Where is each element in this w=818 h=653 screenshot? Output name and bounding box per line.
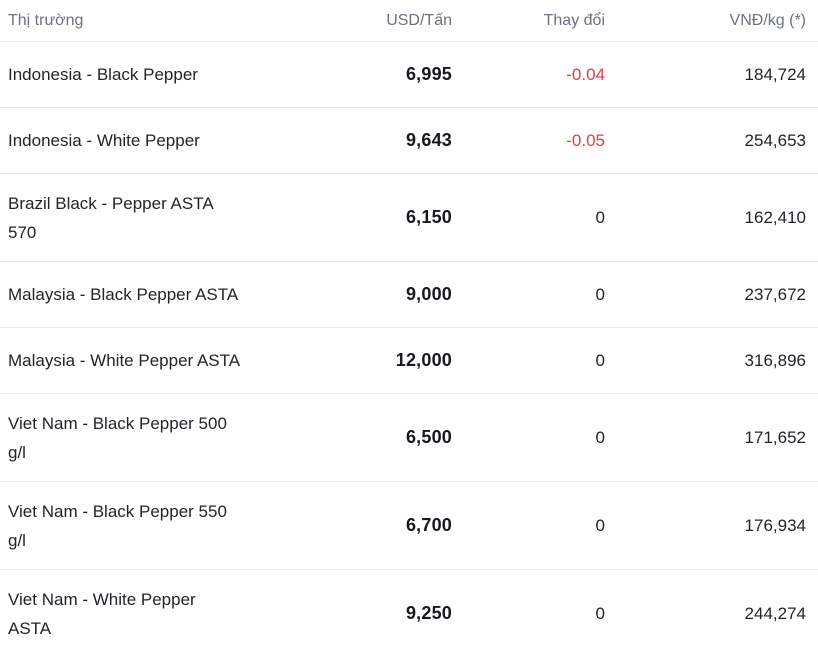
- column-header-usd-per-ton: USD/Tấn: [386, 11, 452, 29]
- table-header-row: Thị trường USD/Tấn Thay đổi VNĐ/kg (*): [0, 0, 818, 42]
- table-row: Viet Nam - Black Pepper 500 g/l 6,500 0 …: [0, 394, 818, 482]
- market-name: Malaysia - Black Pepper ASTA: [8, 285, 239, 304]
- table-row: Viet Nam - White Pepper ASTA 9,250 0 244…: [0, 570, 818, 653]
- price-change: 0: [595, 207, 605, 227]
- column-header-change: Thay đổi: [543, 11, 605, 29]
- usd-price: 9,250: [405, 603, 452, 623]
- usd-price: 9,643: [405, 130, 452, 150]
- column-header-market: Thị trường: [8, 11, 84, 29]
- usd-price: 6,500: [405, 427, 452, 447]
- market-name: Viet Nam - Black Pepper 550 g/l: [8, 501, 227, 550]
- price-change: 0: [595, 427, 605, 447]
- usd-price: 6,150: [405, 207, 452, 227]
- usd-price: 6,700: [405, 515, 452, 535]
- market-name: Indonesia - White Pepper: [8, 131, 200, 150]
- table-row: Brazil Black - Pepper ASTA 570 6,150 0 1…: [0, 174, 818, 262]
- table-row: Indonesia - White Pepper 9,643 -0.05 254…: [0, 108, 818, 174]
- usd-price: 6,995: [405, 64, 452, 84]
- vnd-price: 171,652: [744, 427, 806, 447]
- usd-price: 9,000: [405, 284, 452, 304]
- price-change: 0: [595, 350, 605, 370]
- market-name: Malaysia - White Pepper ASTA: [8, 351, 241, 370]
- vnd-price: 237,672: [744, 284, 806, 304]
- vnd-price: 316,896: [744, 350, 806, 370]
- market-name: Brazil Black - Pepper ASTA 570: [8, 193, 214, 242]
- table-row: Malaysia - White Pepper ASTA 12,000 0 31…: [0, 328, 818, 394]
- table-row: Indonesia - Black Pepper 6,995 -0.04 184…: [0, 42, 818, 108]
- vnd-price: 254,653: [744, 130, 806, 150]
- price-change: -0.04: [566, 64, 605, 84]
- table-row: Viet Nam - Black Pepper 550 g/l 6,700 0 …: [0, 482, 818, 570]
- usd-price: 12,000: [395, 350, 452, 370]
- vnd-price: 162,410: [744, 207, 806, 227]
- vnd-price: 176,934: [744, 515, 806, 535]
- table-row: Malaysia - Black Pepper ASTA 9,000 0 237…: [0, 262, 818, 328]
- market-name: Viet Nam - Black Pepper 500 g/l: [8, 413, 227, 462]
- market-name: Indonesia - Black Pepper: [8, 65, 198, 84]
- price-change: 0: [595, 603, 605, 623]
- market-name: Viet Nam - White Pepper ASTA: [8, 589, 196, 638]
- vnd-price: 244,274: [744, 603, 806, 623]
- price-change: 0: [595, 284, 605, 304]
- price-change: -0.05: [566, 130, 605, 150]
- column-header-vnd-per-kg: VNĐ/kg (*): [729, 11, 806, 29]
- vnd-price: 184,724: [744, 64, 806, 84]
- price-change: 0: [595, 515, 605, 535]
